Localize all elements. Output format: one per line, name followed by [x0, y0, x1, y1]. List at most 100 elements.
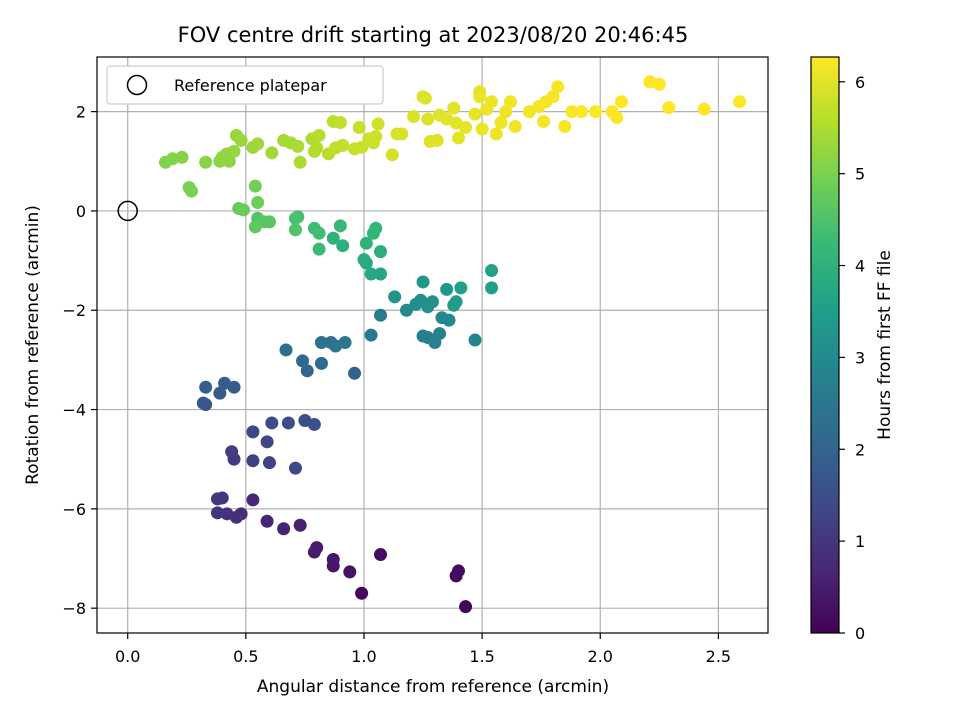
- scatter-point: [225, 445, 239, 459]
- scatter-point: [248, 179, 262, 193]
- scatter-point: [279, 343, 293, 357]
- colorbar-tick-label: 2: [855, 440, 865, 459]
- scatter-point: [199, 155, 213, 169]
- scatter-point: [485, 264, 499, 278]
- x-tick-label: 0.0: [115, 647, 140, 666]
- scatter-point: [185, 184, 199, 198]
- y-tick-label: −2: [62, 301, 86, 320]
- scatter-point: [288, 223, 302, 237]
- colorbar-label: Hours from first FF file: [875, 250, 895, 440]
- scatter-point: [374, 267, 388, 281]
- colorbar-frame: [810, 56, 840, 634]
- scatter-point: [343, 565, 357, 579]
- scatter-point: [336, 239, 350, 253]
- scatter-point: [260, 435, 274, 449]
- scatter-point: [348, 366, 362, 380]
- scatter-point: [459, 121, 473, 135]
- reference-platepar-marker: [117, 200, 138, 222]
- scatter-point: [333, 116, 347, 130]
- scatter-point: [310, 141, 324, 155]
- scatter-point: [251, 195, 265, 209]
- colorbar-tick-label: 3: [855, 348, 865, 367]
- scatter-point: [288, 211, 302, 225]
- scatter-point: [333, 219, 347, 233]
- scatter-point: [234, 133, 248, 147]
- y-tick-label: −4: [62, 401, 86, 420]
- scatter-point: [421, 112, 435, 126]
- legend-label-reference: Reference platepar: [174, 76, 327, 95]
- colorbar-tick-label: 6: [855, 73, 865, 92]
- legend-marker-reference: [126, 74, 148, 96]
- scatter-point: [418, 91, 432, 105]
- scatter-point: [220, 507, 234, 521]
- scatter-point: [447, 101, 461, 115]
- scatter-point: [314, 356, 328, 370]
- plot-frame: [96, 56, 769, 634]
- scatter-point: [433, 327, 447, 341]
- scatter-point: [210, 506, 224, 520]
- scatter-point: [371, 117, 385, 131]
- colorbar: 0 1 2 3 4 5 6 Hours from first FF file: [810, 56, 895, 643]
- scatter-point: [400, 303, 414, 317]
- scatter-point: [449, 295, 463, 309]
- scatter-point: [407, 110, 421, 124]
- scatter-point: [265, 416, 279, 430]
- scatter-point: [589, 105, 603, 119]
- scatter-point: [652, 77, 666, 91]
- scatter-point: [385, 148, 399, 162]
- scatter-point: [610, 111, 624, 125]
- scatter-point: [227, 144, 241, 158]
- colorbar-tick-label: 4: [855, 257, 865, 276]
- y-tick-label: 0: [76, 202, 86, 221]
- scatter-points: [159, 75, 747, 614]
- x-tick-label: 1.0: [351, 647, 376, 666]
- scatter-point: [213, 386, 227, 400]
- scatter-point: [293, 155, 307, 169]
- scatter-point: [355, 586, 369, 600]
- scatter-point: [733, 95, 747, 109]
- scatter-point: [312, 242, 326, 256]
- x-tick-label: 0.5: [233, 647, 258, 666]
- scatter-point: [293, 518, 307, 532]
- scatter-point: [374, 308, 388, 322]
- scatter-point: [260, 514, 274, 528]
- scatter-point: [196, 396, 210, 410]
- scatter-point: [551, 80, 565, 94]
- scatter-point: [262, 215, 276, 229]
- scatter-point: [364, 328, 378, 342]
- scatter-point: [503, 95, 517, 109]
- scatter-point: [468, 107, 482, 121]
- chart-title: FOV centre drift starting at 2023/08/20 …: [178, 23, 689, 47]
- scatter-point: [307, 417, 321, 431]
- scatter-point: [473, 90, 487, 104]
- x-axis: 0.0 0.5 1.0 1.5 2.0 2.5: [115, 633, 731, 666]
- legend: Reference platepar: [106, 65, 384, 105]
- scatter-point: [312, 226, 326, 240]
- scatter-point: [314, 336, 328, 350]
- x-axis-label: Angular distance from reference (arcmin): [257, 677, 609, 697]
- scatter-point: [227, 380, 241, 394]
- colorbar-tick-label: 0: [855, 624, 865, 643]
- scatter-point: [296, 354, 310, 368]
- x-tick-label: 2.0: [588, 647, 613, 666]
- scatter-point: [697, 102, 711, 116]
- scatter-point: [246, 493, 260, 507]
- scatter-point: [485, 95, 499, 109]
- scatter-point: [451, 131, 465, 145]
- scatter-point: [454, 281, 468, 295]
- scatter-point: [395, 127, 409, 141]
- scatter-point: [475, 122, 489, 136]
- scatter-point: [442, 313, 456, 327]
- scatter-point: [374, 548, 388, 562]
- scatter-point: [369, 129, 383, 143]
- y-axis-label: Rotation from reference (arcmin): [23, 205, 43, 485]
- scatter-point: [546, 90, 560, 104]
- y-axis: −8 −6 −4 −2 0 2: [62, 103, 97, 618]
- scatter-point: [489, 127, 503, 141]
- scatter-point: [175, 150, 189, 164]
- scatter-point: [426, 295, 439, 309]
- scatter-point: [537, 115, 551, 129]
- scatter-point: [416, 275, 430, 289]
- scatter-point: [246, 425, 260, 439]
